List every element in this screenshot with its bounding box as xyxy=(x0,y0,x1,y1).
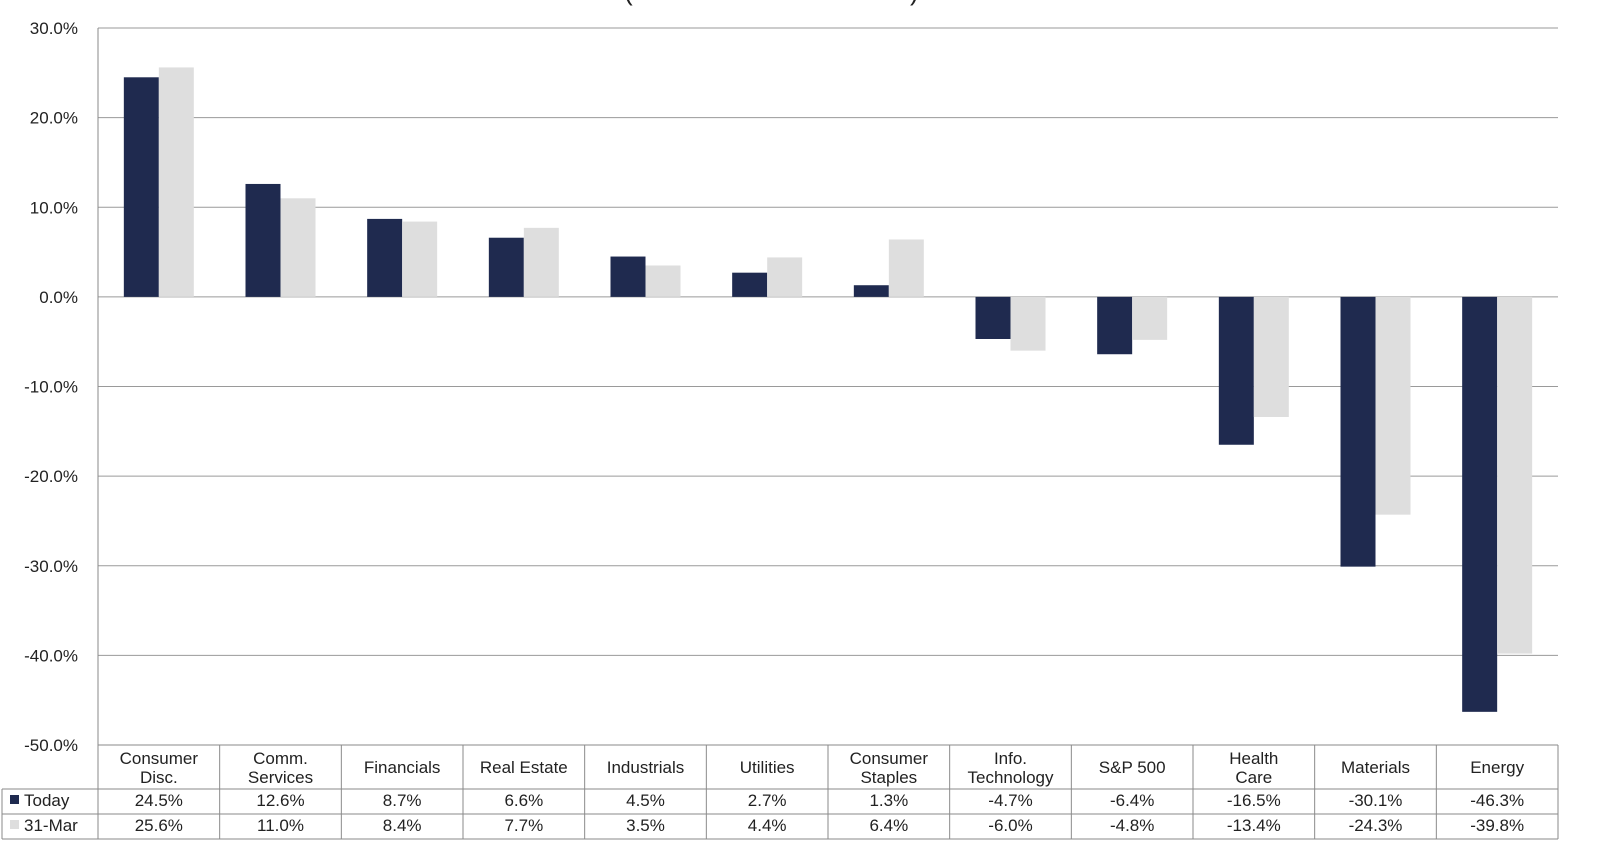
bar-today xyxy=(853,285,889,297)
data-label: -24.3% xyxy=(1349,816,1403,835)
bar-today xyxy=(245,183,281,297)
bar-31-mar xyxy=(1253,296,1289,417)
bar-today xyxy=(975,296,1011,339)
x-tick-label: Financials xyxy=(364,758,441,777)
x-tick-label: Consumer Staples xyxy=(850,749,929,787)
bar-today xyxy=(488,237,524,297)
legend-label-today: Today xyxy=(24,791,70,810)
x-tick-label-line: Disc. xyxy=(140,768,178,787)
data-label: -13.4% xyxy=(1227,816,1281,835)
data-label: -6.4% xyxy=(1110,791,1154,810)
x-tick-label-line: Consumer xyxy=(850,749,929,768)
x-tick-label-line: Health xyxy=(1229,749,1278,768)
bar-31-mar xyxy=(402,221,438,297)
data-label: 6.6% xyxy=(504,791,543,810)
data-label: 7.7% xyxy=(504,816,543,835)
data-label: -30.1% xyxy=(1349,791,1403,810)
legend-label-31-mar: 31-Mar xyxy=(24,816,78,835)
bar-31-mar xyxy=(767,257,803,297)
bar-31-mar xyxy=(1375,296,1411,515)
data-label: 3.5% xyxy=(626,816,665,835)
bar-31-mar xyxy=(280,198,316,297)
y-tick-label: -50.0% xyxy=(24,736,78,755)
legend-swatch-today xyxy=(10,795,19,804)
bar-31-mar xyxy=(1010,296,1046,351)
data-label: 6.4% xyxy=(869,816,908,835)
data-label: -6.0% xyxy=(988,816,1032,835)
y-tick-label: -10.0% xyxy=(24,378,78,397)
x-tick-label-line: Info. xyxy=(994,749,1027,768)
bar-today xyxy=(732,272,768,297)
x-tick-label-line: Consumer xyxy=(120,749,199,768)
y-tick-label: -20.0% xyxy=(24,467,78,486)
legend-swatch-31-mar xyxy=(10,820,19,829)
x-tick-label: Energy xyxy=(1470,758,1524,777)
data-label: 8.7% xyxy=(383,791,422,810)
bar-today xyxy=(1097,296,1133,355)
data-label: -4.7% xyxy=(988,791,1032,810)
data-label: 4.5% xyxy=(626,791,665,810)
x-tick-label: Consumer Disc. xyxy=(120,749,199,787)
x-tick-label-line: Services xyxy=(248,768,313,787)
bar-31-mar xyxy=(1132,296,1168,340)
x-tick-label: Utilities xyxy=(740,758,795,777)
x-tick-label-line: Care xyxy=(1235,768,1272,787)
x-tick-label-line: Technology xyxy=(967,768,1054,787)
bar-today xyxy=(123,77,159,297)
bar-31-mar xyxy=(888,239,924,297)
bar-31-mar xyxy=(645,265,681,297)
bar-31-mar xyxy=(158,67,194,297)
data-label: 12.6% xyxy=(256,791,304,810)
bar-today xyxy=(610,256,646,297)
bar-today xyxy=(1340,296,1376,567)
bar-today xyxy=(1218,296,1254,445)
data-label: -46.3% xyxy=(1470,791,1524,810)
gridlines xyxy=(98,27,1558,746)
data-label: -16.5% xyxy=(1227,791,1281,810)
data-label: 11.0% xyxy=(257,816,304,835)
x-tick-label: Health Care xyxy=(1229,749,1278,787)
data-label: -39.8% xyxy=(1470,816,1524,835)
x-tick-label: Materials xyxy=(1341,758,1410,777)
bar-today xyxy=(367,218,403,297)
y-tick-label: 10.0% xyxy=(30,198,78,217)
x-tick-label-line: Comm. xyxy=(253,749,308,768)
data-label: 8.4% xyxy=(383,816,422,835)
data-label: 1.3% xyxy=(869,791,908,810)
x-tick-label: Industrials xyxy=(607,758,684,777)
bar-31-mar xyxy=(1497,296,1533,654)
x-tick-label: S&P 500 xyxy=(1099,758,1166,777)
bars xyxy=(123,67,1533,712)
title-left-paren: ( xyxy=(624,0,633,6)
y-tick-label: -40.0% xyxy=(24,646,78,665)
x-tick-label: Real Estate xyxy=(480,758,568,777)
x-tick-label-line: Staples xyxy=(860,768,917,787)
bar-today xyxy=(1462,296,1498,712)
data-label: -4.8% xyxy=(1110,816,1154,835)
data-label: 4.4% xyxy=(748,816,787,835)
x-tick-label: Comm. Services xyxy=(248,749,313,787)
y-axis: 30.0% 20.0% 10.0% 0.0% -10.0% -20.0% -30.0% -40… xyxy=(24,19,99,839)
bar-31-mar xyxy=(523,227,559,297)
x-tick-label: Info. Technology xyxy=(967,749,1054,787)
data-label: 2.7% xyxy=(748,791,787,810)
title-right-paren: ) xyxy=(910,0,919,6)
y-tick-label: 20.0% xyxy=(30,109,78,128)
data-label: 25.6% xyxy=(135,816,183,835)
y-tick-label: -30.0% xyxy=(24,557,78,576)
y-tick-label: 30.0% xyxy=(30,19,78,38)
y-tick-label: 0.0% xyxy=(39,288,78,307)
data-label: 24.5% xyxy=(135,791,183,810)
